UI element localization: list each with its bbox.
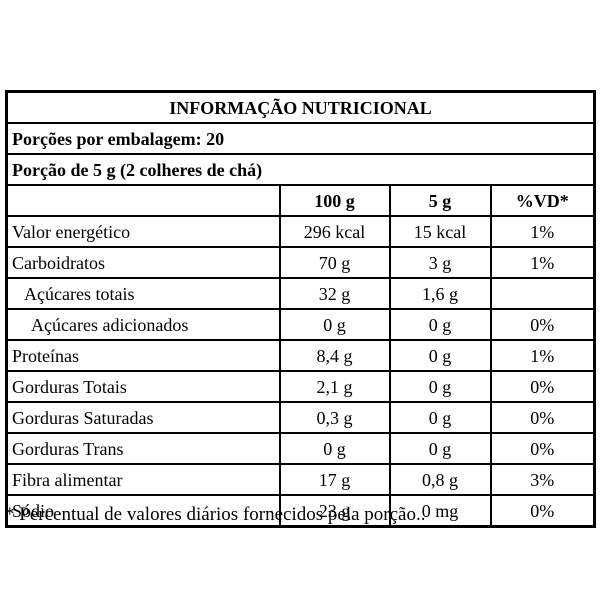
value-100g: 0 g — [278, 308, 391, 341]
nutrient-label: Gorduras Totais — [5, 370, 281, 403]
value-100g: 70 g — [278, 246, 391, 279]
nutrient-label: Fibra alimentar — [5, 463, 281, 496]
value-100g: 0 g — [278, 432, 391, 465]
value-vd: 1% — [489, 215, 596, 248]
table-row-proteinas: Proteínas 8,4 g 0 g 1% — [5, 339, 596, 372]
value-100g: 32 g — [278, 277, 391, 310]
value-vd: 0% — [489, 401, 596, 434]
value-portion: 0 g — [388, 370, 492, 403]
value-100g: 8,4 g — [278, 339, 391, 372]
nutrient-label: Açúcares totais — [5, 277, 281, 310]
table-row-gorduras-trans: Gorduras Trans 0 g 0 g 0% — [5, 432, 596, 465]
table-title-row: INFORMAÇÃO NUTRICIONAL — [5, 90, 596, 124]
table-row-carboidratos: Carboidratos 70 g 3 g 1% — [5, 246, 596, 279]
value-portion: 3 g — [388, 246, 492, 279]
value-vd: 0% — [489, 432, 596, 465]
value-vd: 3% — [489, 463, 596, 496]
value-vd: 0% — [489, 308, 596, 341]
value-100g: 17 g — [278, 463, 391, 496]
value-100g: 2,1 g — [278, 370, 391, 403]
value-100g: 23 g — [278, 494, 391, 528]
table-row-fibra-alimentar: Fibra alimentar 17 g 0,8 g 3% — [5, 463, 596, 496]
table-row-acucares-totais: Açúcares totais 32 g 1,6 g — [5, 277, 596, 310]
value-portion: 0 g — [388, 308, 492, 341]
nutrient-label: Açúcares adicionados — [5, 308, 281, 341]
value-portion: 0 g — [388, 432, 492, 465]
table-row-sodio: Sódio 23 g 0 mg 0% — [5, 494, 596, 528]
table-row-valor-energetico: Valor energético 296 kcal 15 kcal 1% — [5, 215, 596, 248]
value-100g: 296 kcal — [278, 215, 391, 248]
nutrient-label: Gorduras Trans — [5, 432, 281, 465]
column-header-vd: %VD* — [489, 184, 596, 217]
nutrient-label: Gorduras Saturadas — [5, 401, 281, 434]
servings-per-package-row: Porções por embalagem: 20 — [5, 122, 596, 155]
table-row-acucares-adicionados: Açúcares adicionados 0 g 0 g 0% — [5, 308, 596, 341]
column-header-portion: 5 g — [388, 184, 492, 217]
daily-value-footnote: * Percentual de valores diários fornecid… — [5, 504, 426, 525]
value-100g: 0,3 g — [278, 401, 391, 434]
nutrient-label: Carboidratos — [5, 246, 281, 279]
servings-per-package: Porções por embalagem: 20 — [5, 122, 596, 155]
value-vd: 0% — [489, 494, 596, 528]
column-header-row: 100 g 5 g %VD* — [5, 184, 596, 217]
nutrient-label: Sódio — [5, 494, 281, 528]
value-vd: 1% — [489, 339, 596, 372]
value-vd — [489, 277, 596, 310]
column-header-100g: 100 g — [278, 184, 391, 217]
value-portion: 0,8 g — [388, 463, 492, 496]
value-portion: 0 g — [388, 401, 492, 434]
table-title: INFORMAÇÃO NUTRICIONAL — [5, 90, 596, 124]
nutrient-label: Proteínas — [5, 339, 281, 372]
value-portion: 15 kcal — [388, 215, 492, 248]
value-portion: 0 mg — [388, 494, 492, 528]
table-row-gorduras-saturadas: Gorduras Saturadas 0,3 g 0 g 0% — [5, 401, 596, 434]
value-vd: 0% — [489, 370, 596, 403]
portion-size-row: Porção de 5 g (2 colheres de chá) — [5, 153, 596, 186]
nutrition-facts-table: INFORMAÇÃO NUTRICIONAL Porções por embal… — [5, 90, 597, 528]
portion-size: Porção de 5 g (2 colheres de chá) — [5, 153, 596, 186]
value-vd: 1% — [489, 246, 596, 279]
table-row-gorduras-totais: Gorduras Totais 2,1 g 0 g 0% — [5, 370, 596, 403]
value-portion: 0 g — [388, 339, 492, 372]
value-portion: 1,6 g — [388, 277, 492, 310]
column-header-blank — [5, 184, 281, 217]
nutrient-label: Valor energético — [5, 215, 281, 248]
